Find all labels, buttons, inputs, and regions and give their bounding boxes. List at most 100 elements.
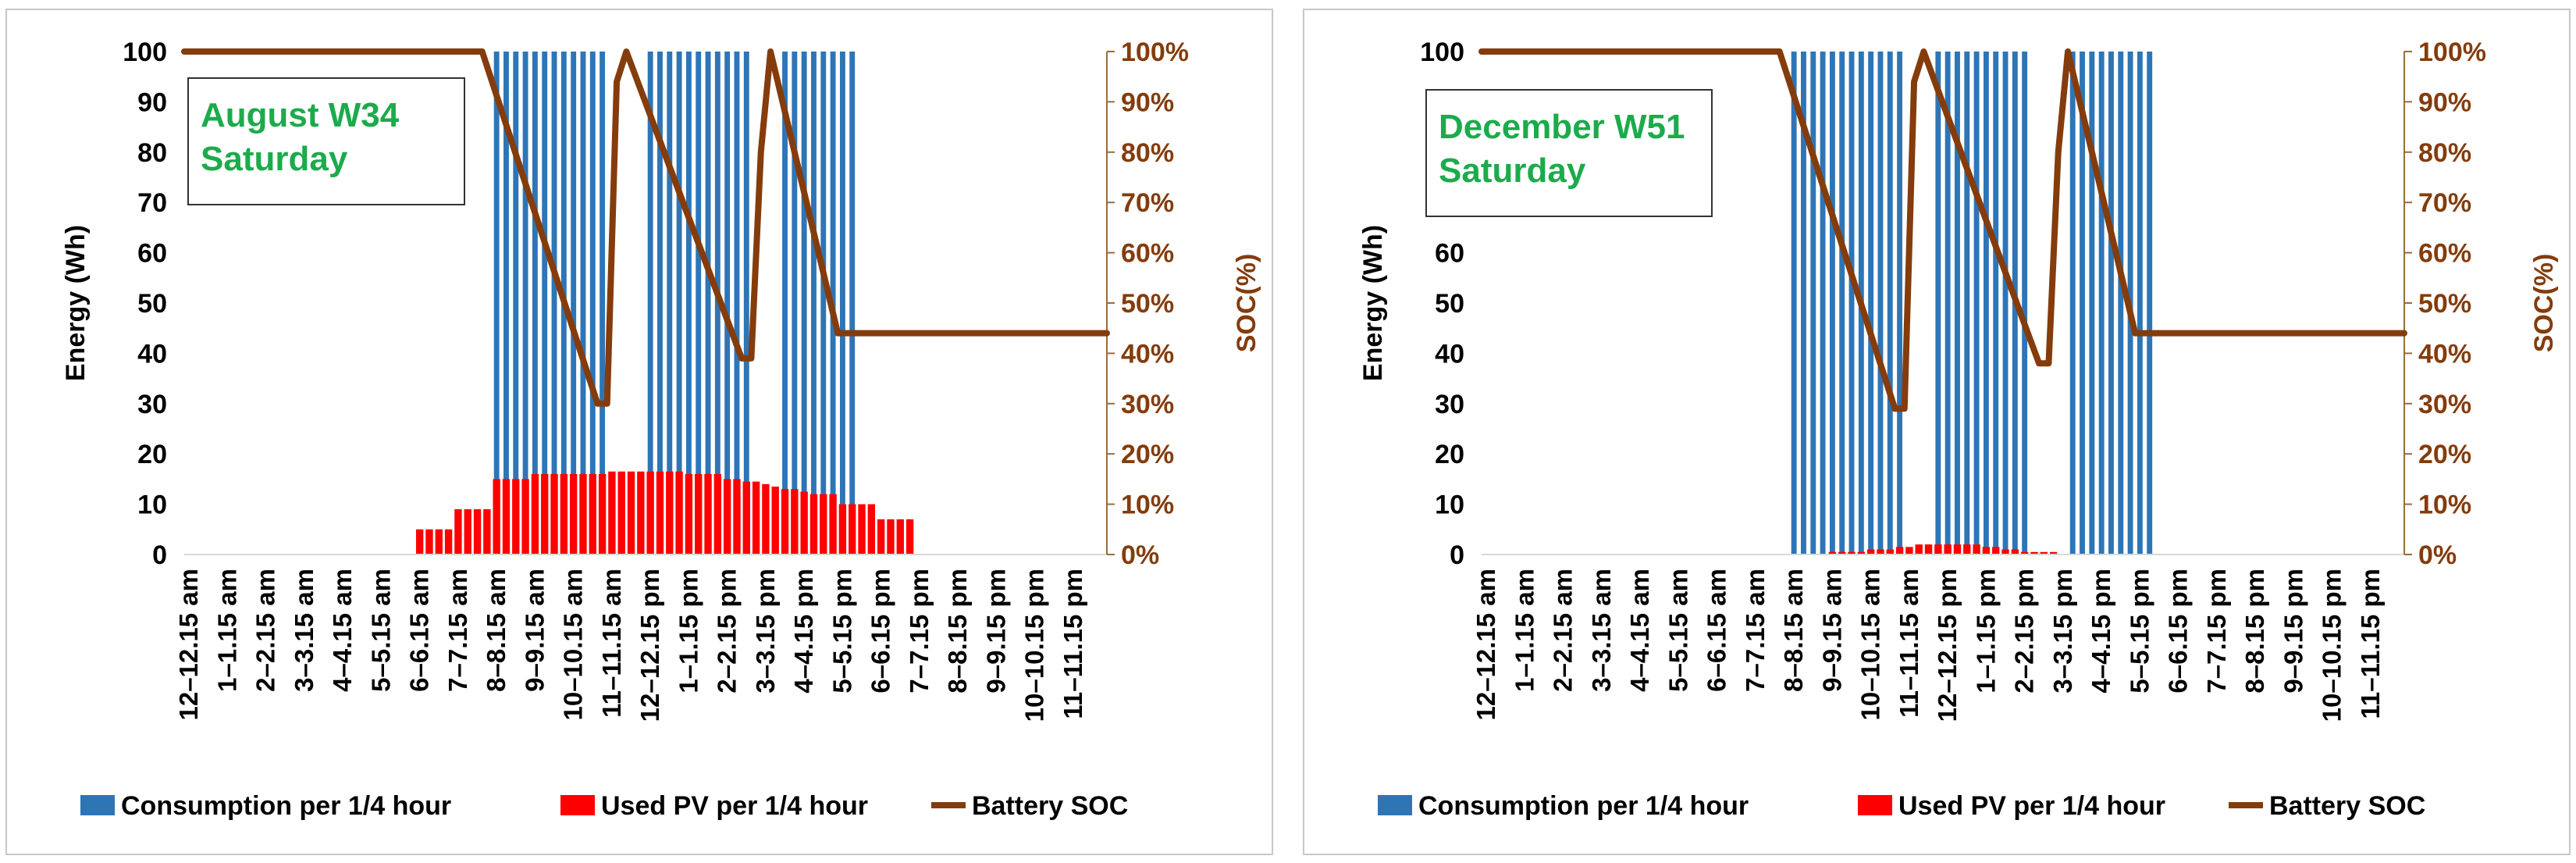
y-tick-label: 100 (123, 37, 167, 67)
pv-bar (1944, 544, 1952, 555)
consumption-bar (2147, 52, 2153, 555)
pv-bar (1963, 544, 1971, 555)
legend-pv-label: Used PV per 1/4 hour (601, 791, 868, 821)
pv-bar (1895, 547, 1904, 555)
consumption-bar (792, 52, 798, 555)
pv-bar (502, 479, 511, 555)
consumption-bar (589, 52, 596, 555)
x-tick-label: 10–10.15 pm (1020, 569, 1049, 722)
y2-tick-label: 90% (2418, 87, 2471, 117)
pv-bar (685, 473, 693, 555)
consumption-bar (1955, 52, 1960, 555)
pv-bar (704, 473, 712, 555)
consumption-bar (743, 52, 749, 555)
consumption-bar (2089, 52, 2095, 555)
x-tick-label: 12–12.15 am (1471, 569, 1500, 721)
title-box-frame (1425, 89, 1713, 217)
pv-bar (483, 509, 491, 555)
y2-axis-title: SOC(%) (1232, 254, 1261, 353)
chart-title-box: August W34 Saturday (187, 77, 465, 205)
x-tick-label: 11–11.15 pm (2356, 569, 2385, 719)
consumption-bar (1935, 52, 1941, 555)
pv-bar (800, 491, 808, 555)
legend-soc-label: Battery SOC (2269, 791, 2425, 821)
pv-bar (1866, 549, 1875, 555)
consumption-bar (667, 52, 673, 555)
legend-soc-label: Battery SOC (972, 791, 1128, 821)
consumption-bar (1820, 52, 1826, 555)
y-tick-label: 30 (137, 390, 167, 419)
legend-pv-swatch (560, 795, 595, 815)
x-tick-label: 3–3.15 am (1587, 569, 1616, 692)
consumption-bar (839, 52, 845, 555)
pv-bar (637, 471, 645, 555)
x-tick-label: 3–3.15 pm (751, 569, 780, 694)
x-tick-label: 4–4.15 am (328, 569, 357, 692)
x-tick-label: 6–6.15 am (405, 569, 434, 692)
pv-bar (829, 494, 837, 555)
pv-bar (627, 471, 635, 555)
pv-bar (858, 504, 866, 555)
x-tick-label: 4–4.15 pm (2087, 569, 2115, 694)
pv-bar (473, 509, 482, 555)
y-tick-label: 50 (137, 289, 167, 319)
pv-series (415, 471, 914, 555)
x-tick-label: 7–7.15 pm (2202, 569, 2231, 694)
y2-tick-label: 30% (1121, 390, 1174, 419)
pv-bar (589, 473, 596, 555)
legend: Consumption per 1/4 hour Used PV per 1/4 … (1378, 791, 2425, 821)
y-tick-label: 50 (1435, 289, 1464, 319)
pv-bar (752, 481, 760, 555)
pv-bar (1877, 549, 1884, 555)
x-tick-label: 7–7.15 am (443, 569, 472, 692)
consumption-bar (513, 52, 519, 555)
y-tick-label: 0 (1450, 540, 1464, 570)
x-tick-label: 6–6.15 pm (866, 569, 895, 694)
consumption-bar (724, 52, 731, 555)
legend-consumption-swatch (1378, 795, 1412, 815)
pv-bar (608, 471, 616, 555)
x-tick-label: 2–2.15 am (1549, 569, 1578, 692)
x-tick-label: 8–8.15 pm (943, 569, 972, 694)
consumption-bar (2002, 52, 2008, 555)
x-tick-label: 2–2.15 am (251, 569, 280, 692)
y-tick-label: 40 (137, 339, 167, 369)
legend-pv-label: Used PV per 1/4 hour (1898, 791, 2165, 821)
y2-tick-label: 10% (2418, 490, 2471, 520)
consumption-bar (600, 52, 606, 555)
x-tick-label: 6–6.15 am (1703, 569, 1731, 692)
consumption-bar (2118, 52, 2124, 555)
x-tick-label: 12–12.15 am (174, 569, 203, 721)
y2-tick-label: 0% (1121, 540, 1159, 570)
pv-bar (2011, 549, 2019, 555)
pv-bar (1934, 544, 1942, 555)
chart-title-line: Saturday (201, 140, 348, 178)
consumption-bar (734, 52, 740, 555)
consumption-bar (542, 52, 548, 555)
x-tick-label: 1–1.15 pm (674, 569, 703, 694)
pv-bar (791, 489, 799, 555)
pv-bar (646, 471, 654, 555)
consumption-bar (820, 52, 827, 555)
x-tick-label: 9–9.15 am (1817, 569, 1846, 692)
y-tick-label: 100 (1420, 37, 1464, 67)
legend-consumption-label: Consumption per 1/4 hour (121, 791, 451, 821)
consumption-bar (1877, 52, 1884, 555)
chart-title-line: August W34 (201, 96, 400, 134)
y-tick-label: 40 (1435, 339, 1464, 369)
x-tick-label: 10–10.15 pm (2318, 569, 2347, 722)
x-tick-label: 8–8.15 am (1779, 569, 1808, 692)
pv-bar (695, 473, 703, 555)
pv-bar (2030, 551, 2038, 555)
x-tick-label: 8–8.15 pm (2240, 569, 2269, 694)
pv-bar (887, 519, 895, 555)
y-tick-label: 0 (152, 540, 167, 570)
pv-bar (896, 519, 904, 555)
y-tick-label: 10 (137, 490, 167, 520)
x-tick-label: 12–12.15 pm (635, 569, 664, 722)
pv-bar (762, 483, 770, 555)
pv-bar (666, 471, 674, 555)
pv-bar (435, 529, 443, 555)
x-tick-label: 9–9.15 am (520, 569, 549, 692)
